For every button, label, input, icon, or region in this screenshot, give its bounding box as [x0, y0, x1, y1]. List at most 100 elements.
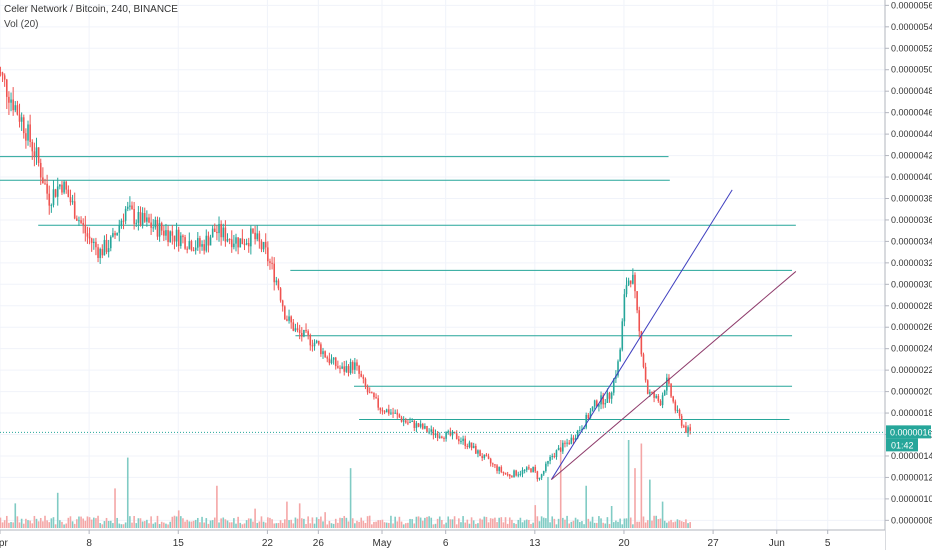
candle-body	[82, 222, 84, 225]
candle-body	[112, 233, 114, 237]
volume-bar	[237, 516, 239, 528]
volume-bar	[407, 522, 409, 528]
time-axis[interactable]: Apr 8 15 22 26 May 6 13 20 27 Jun 5	[0, 529, 885, 550]
candle-body	[67, 189, 70, 198]
candle-body	[685, 425, 687, 433]
volume-bar	[209, 520, 212, 528]
volume-bar	[500, 517, 503, 528]
volume-bar	[400, 521, 403, 528]
volume-bar	[653, 515, 655, 528]
volume-bar	[118, 523, 121, 528]
volume-bar	[366, 516, 369, 528]
candle-body	[504, 472, 507, 475]
volume-bar	[545, 518, 547, 528]
candle-body	[475, 445, 477, 454]
volume-bar	[61, 521, 63, 528]
volume-bar	[99, 522, 101, 528]
volume-bar	[167, 524, 169, 528]
candle-body	[498, 467, 500, 471]
volume-bar	[466, 519, 469, 528]
volume-bar	[540, 516, 543, 528]
volume-bar	[638, 521, 641, 528]
volume-bar	[632, 524, 634, 528]
last-price-value: 0.00000162	[890, 427, 932, 437]
volume-bar	[398, 516, 401, 528]
volume-bar	[3, 520, 6, 528]
volume-bar	[455, 524, 458, 528]
candle-body	[670, 383, 672, 397]
candle-body	[10, 99, 12, 103]
volume-bar	[551, 516, 554, 528]
volume-bar	[566, 515, 568, 528]
volume-bar	[46, 520, 48, 528]
volume-bar	[591, 516, 594, 528]
candle-body	[432, 429, 435, 436]
volume-indicator-label[interactable]: Vol (20)	[4, 19, 39, 30]
candle-body	[173, 235, 176, 242]
candle-body	[562, 442, 564, 452]
volume-bar	[651, 520, 653, 528]
candle-body	[107, 248, 110, 253]
candle-body	[61, 184, 63, 193]
volume-bar	[254, 508, 256, 528]
candle-body	[508, 474, 511, 477]
candle-body	[640, 331, 643, 355]
candle-body	[358, 365, 360, 374]
candle-body	[262, 241, 265, 250]
volume-bar	[629, 517, 632, 528]
candle-body	[602, 395, 604, 405]
candle-body	[617, 361, 619, 376]
volume-bar	[114, 488, 116, 528]
candle-body	[455, 433, 458, 440]
candle-body	[574, 438, 577, 441]
candle-body	[275, 280, 278, 283]
candle-body	[90, 238, 93, 244]
volume-bar	[165, 523, 167, 528]
countdown-tag	[886, 438, 918, 452]
trend-channel[interactable]	[550, 189, 797, 480]
candle-body	[46, 183, 48, 194]
volume-bar	[587, 518, 590, 528]
volume-bar	[267, 517, 269, 528]
candle-body	[604, 402, 607, 405]
candle-body	[385, 409, 388, 413]
candle-body	[479, 450, 481, 457]
volume-bar	[5, 515, 8, 528]
volume-bar	[150, 516, 152, 528]
candle-body	[390, 412, 392, 414]
volume-bar	[564, 519, 566, 528]
candle-body	[213, 228, 216, 232]
candle-body	[233, 243, 235, 248]
volume-bar	[71, 521, 74, 528]
volume-bar	[264, 522, 267, 528]
volume-bar	[589, 521, 592, 528]
candle-body	[288, 316, 290, 321]
volume-bar	[192, 520, 195, 528]
candle-body	[672, 396, 674, 402]
chart-title[interactable]: Celer Network / Bitcoin, 240, BINANCE	[4, 4, 178, 15]
volume-bar	[349, 468, 352, 528]
volume-bar	[402, 524, 405, 528]
candle-body	[477, 450, 479, 454]
candle-body	[460, 441, 462, 443]
volume-bar	[235, 523, 237, 528]
candle-body	[536, 471, 539, 480]
candle-body	[124, 208, 127, 221]
candle-body	[135, 222, 138, 224]
grid	[0, 0, 885, 530]
volume-bar	[296, 518, 299, 528]
volume-bar	[576, 519, 579, 528]
horizontal-levels[interactable]	[0, 156, 796, 420]
volume-bar	[211, 520, 214, 528]
candle-body	[146, 217, 148, 222]
volume-bar	[256, 522, 259, 528]
candle-body	[366, 386, 369, 393]
volume-bar	[332, 523, 335, 528]
candle-body	[78, 220, 80, 222]
candle-body	[35, 147, 38, 157]
